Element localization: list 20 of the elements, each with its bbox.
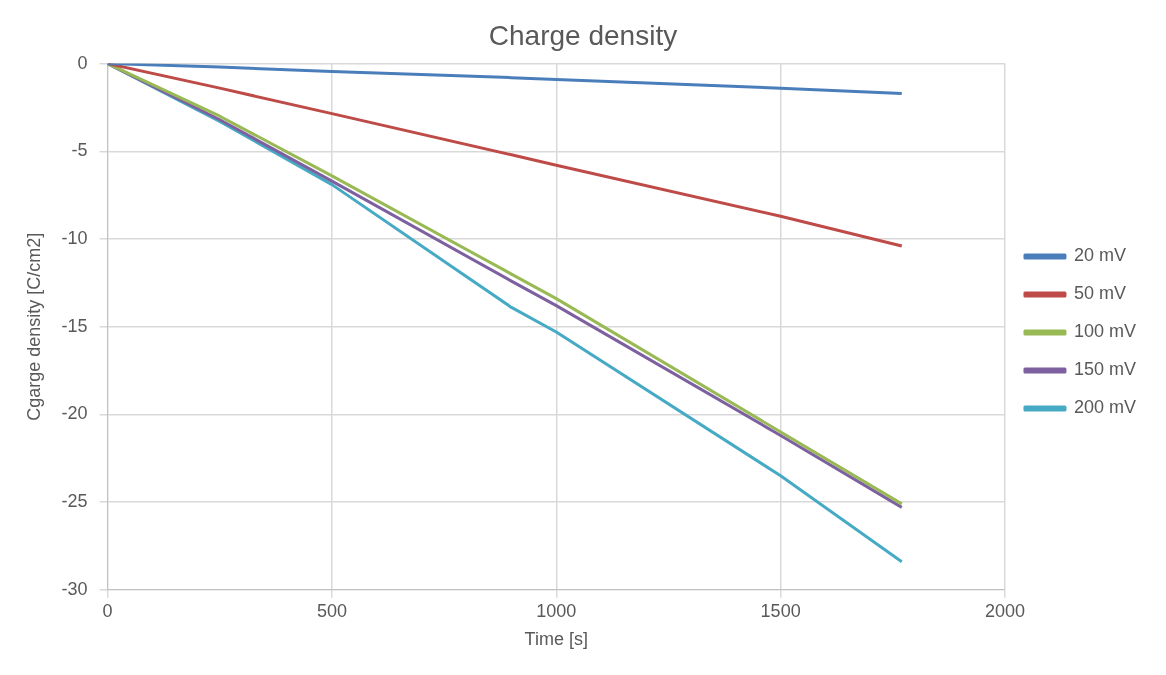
x-tick-label: 500 bbox=[316, 600, 347, 621]
legend-label: 200 mV bbox=[1073, 397, 1137, 418]
x-tick-label: 1500 bbox=[760, 600, 801, 621]
y-tick-label: -10 bbox=[61, 227, 88, 248]
x-tick-label: 0 bbox=[102, 600, 113, 621]
y-tick-label: -20 bbox=[61, 403, 88, 424]
y-tick-label: -5 bbox=[71, 140, 88, 161]
legend-label: 20 mV bbox=[1073, 245, 1126, 266]
y-tick-label: 0 bbox=[77, 52, 88, 73]
x-tick-label: 2000 bbox=[984, 600, 1025, 621]
x-tick-label: 1000 bbox=[536, 600, 577, 621]
legend-label: 100 mV bbox=[1073, 321, 1137, 342]
legend-label: 50 mV bbox=[1073, 283, 1126, 304]
x-axis-title: Time [s] bbox=[524, 629, 588, 650]
legend-label: 150 mV bbox=[1073, 359, 1137, 380]
y-tick-label: -15 bbox=[61, 315, 88, 336]
chart-title: Charge density bbox=[488, 19, 678, 51]
y-tick-label: -25 bbox=[61, 491, 88, 512]
y-tick-label: -30 bbox=[61, 578, 88, 599]
y-axis-title: Cgarge density [C/cm2] bbox=[23, 232, 44, 421]
